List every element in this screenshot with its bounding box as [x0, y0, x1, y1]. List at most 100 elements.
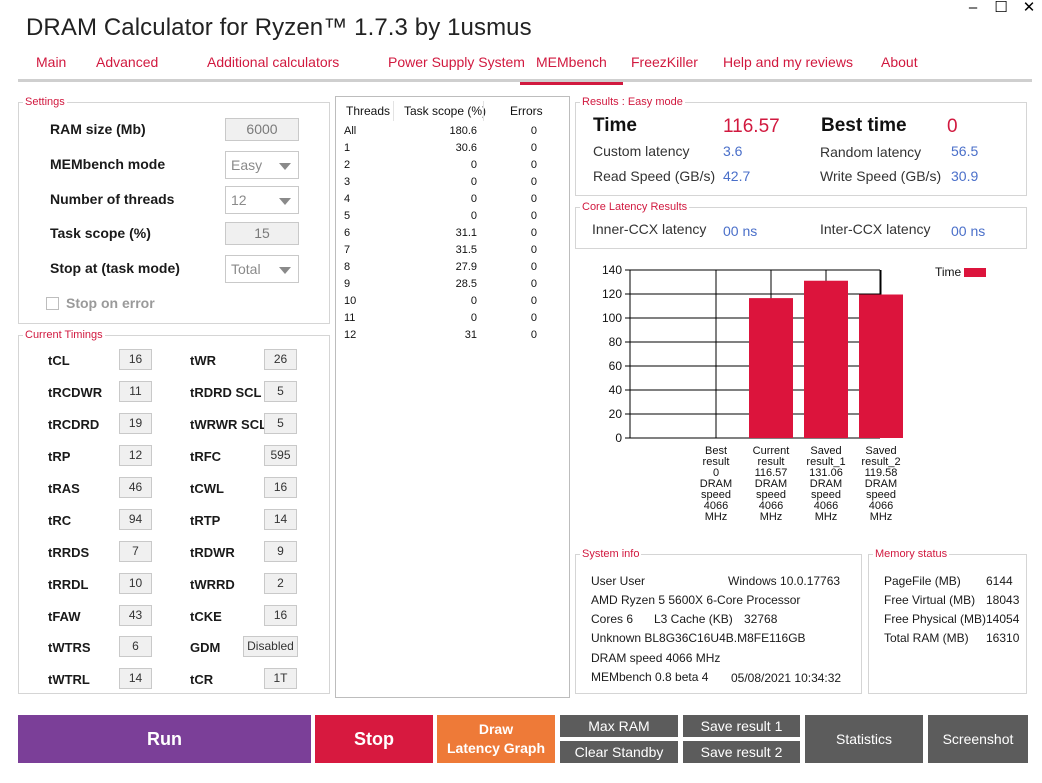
- membench-mode-value: Easy: [231, 157, 263, 173]
- timing-twtrl-label: tWTRL: [48, 672, 90, 687]
- os-version: Windows 10.0.17763: [728, 574, 841, 588]
- tab-help-and-reviews[interactable]: Help and my reviews: [723, 54, 853, 70]
- chevron-down-icon: [279, 198, 291, 205]
- run-button[interactable]: Run: [18, 715, 311, 763]
- timing-twr-label: tWR: [190, 353, 216, 368]
- free-physical-label: Free Physical (MB): [884, 612, 987, 626]
- bar-saved-result-1: [804, 280, 848, 438]
- thread-id: 7: [344, 244, 351, 256]
- core-latency-legend: Core Latency Results: [582, 201, 688, 213]
- save-result-1-button[interactable]: Save result 1: [683, 715, 800, 737]
- checkbox-box[interactable]: [46, 296, 59, 310]
- errors-cell: 0: [530, 142, 537, 154]
- membench-mode-select[interactable]: Easy: [225, 151, 299, 179]
- ram-size-field[interactable]: 6000: [225, 118, 299, 141]
- timing-twrwr-scl-value: 5: [264, 413, 297, 434]
- legend-label: Time: [935, 265, 962, 279]
- errors-cell: 0: [530, 312, 537, 324]
- threads-label: Number of threads: [50, 191, 175, 207]
- statistics-button[interactable]: Statistics: [805, 715, 923, 763]
- task-scope-cell: 0: [470, 295, 477, 307]
- thread-id: 12: [344, 329, 357, 341]
- max-ram-button[interactable]: Max RAM: [560, 715, 678, 737]
- timing-trdwr-label: tRDWR: [190, 545, 235, 560]
- x-tick-label-line: MHz: [760, 511, 783, 523]
- settings-legend: Settings: [25, 96, 65, 108]
- dram-speed: DRAM speed 4066 MHz: [591, 651, 721, 665]
- errors-cell: 0: [530, 261, 537, 273]
- timing-tras-value: 46: [119, 477, 152, 498]
- tab-about[interactable]: About: [881, 54, 918, 70]
- task-scope-cell: 31.5: [455, 244, 477, 256]
- table-row: 8 27.9 0: [336, 261, 571, 278]
- tab-additional-calculators[interactable]: Additional calculators: [207, 54, 340, 70]
- timing-trp-value: 12: [119, 445, 152, 466]
- task-scope-header: Task scope (%): [404, 104, 487, 118]
- errors-cell: 0: [530, 210, 537, 222]
- errors-header: Errors: [510, 104, 543, 118]
- chevron-down-icon: [279, 267, 291, 274]
- timing-twr-value: 26: [264, 349, 297, 370]
- chevron-down-icon: [279, 163, 291, 170]
- y-tick-label: 20: [609, 407, 623, 421]
- membench-version: MEMbench 0.8 beta 4: [591, 670, 709, 684]
- user-name: User User: [591, 574, 646, 588]
- custom-latency-label: Custom latency: [593, 143, 690, 159]
- table-row: 12 31 0: [336, 329, 571, 346]
- screenshot-button[interactable]: Screenshot: [928, 715, 1028, 763]
- draw-latency-graph-button[interactable]: Draw Latency Graph: [437, 715, 555, 763]
- timing-trdrd-scl-label: tRDRD SCL: [190, 385, 262, 400]
- thread-id: 2: [344, 159, 351, 171]
- x-tick-label-line: result_2: [861, 456, 900, 468]
- close-icon[interactable]: ✕: [1022, 0, 1036, 16]
- table-row: 9 28.5 0: [336, 278, 571, 295]
- membench-mode-label: MEMbench mode: [50, 156, 166, 172]
- threads-select[interactable]: 12: [225, 186, 299, 214]
- tab-power-supply-system[interactable]: Power Supply System: [388, 54, 525, 70]
- x-tick-label-line: speed: [866, 489, 896, 501]
- x-tick-label-line: Current: [753, 445, 790, 457]
- free-virtual-value: 18043: [986, 593, 1020, 607]
- x-tick-label-line: DRAM: [865, 478, 897, 490]
- system-info-group: System info: [575, 548, 862, 694]
- tab-membench[interactable]: MEMbench: [520, 54, 623, 85]
- stop-at-select[interactable]: Total: [225, 255, 299, 283]
- task-scope-cell: 0: [470, 210, 477, 222]
- maximize-icon[interactable]: ☐: [994, 0, 1008, 16]
- timing-trcdrd-label: tRCDRD: [48, 417, 100, 432]
- clear-standby-button[interactable]: Clear Standby: [560, 741, 678, 763]
- y-tick-label: 0: [615, 431, 622, 445]
- stop-at-value: Total: [231, 261, 261, 277]
- thread-id: 4: [344, 193, 351, 205]
- thread-id: 1: [344, 142, 351, 154]
- minimize-icon[interactable]: –: [968, 0, 978, 16]
- core-latency-group: Core Latency Results: [575, 201, 1027, 249]
- timing-trcdrd-value: 19: [119, 413, 152, 434]
- results-group: Results : Easy mode: [575, 96, 1027, 196]
- stop-at-label: Stop at (task mode): [50, 260, 180, 276]
- tab-freezkiller[interactable]: FreezKiller: [631, 54, 698, 70]
- draw-label: Draw: [478, 721, 514, 737]
- task-scope-cell: 0: [470, 312, 477, 324]
- bar-current-result: [749, 298, 793, 438]
- ram-size-label: RAM size (Mb): [50, 121, 146, 137]
- tab-main[interactable]: Main: [36, 54, 67, 70]
- table-row: 5 0 0: [336, 210, 571, 227]
- y-tick-label: 40: [609, 383, 623, 397]
- y-tick-label: 140: [602, 263, 622, 277]
- errors-cell: 0: [530, 244, 537, 256]
- results-legend: Results : Easy mode: [582, 96, 683, 108]
- memory-module: Unknown BL8G36C16U4B.M8FE116GB: [591, 631, 806, 645]
- task-scope-field[interactable]: 15: [225, 222, 299, 245]
- stop-button[interactable]: Stop: [315, 715, 433, 763]
- thread-id: 5: [344, 210, 351, 222]
- latency-graph-label: Latency Graph: [446, 740, 546, 756]
- stop-on-error-checkbox[interactable]: Stop on error: [46, 295, 155, 311]
- legend-swatch: [964, 268, 986, 277]
- l3-cache-value: 32768: [744, 612, 778, 626]
- x-tick-label-line: 131.06: [809, 467, 843, 479]
- errors-cell: 0: [530, 125, 537, 137]
- tab-advanced[interactable]: Advanced: [96, 54, 159, 70]
- save-result-2-button[interactable]: Save result 2: [683, 741, 800, 763]
